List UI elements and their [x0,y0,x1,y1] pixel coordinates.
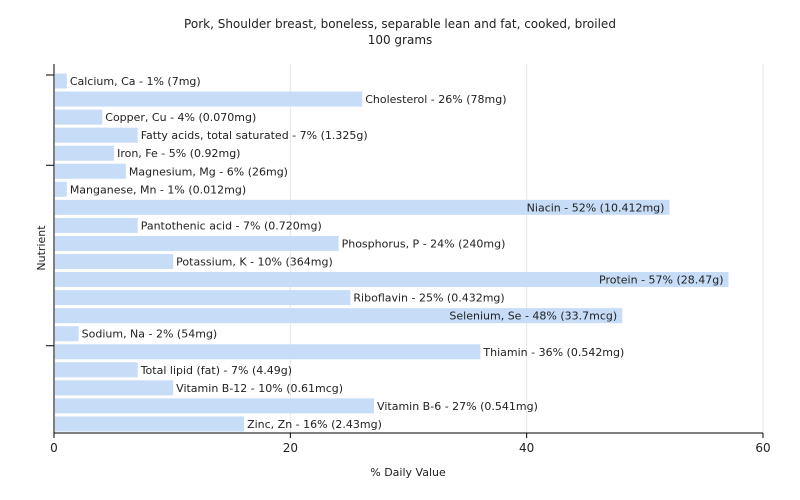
bar [55,163,126,179]
bar-label: Total lipid (fat) - 7% (4.49g) [140,364,292,377]
bar-layer: Calcium, Ca - 1% (7mg) Cholesterol - 26% … [55,73,729,432]
bar-label: Riboflavin - 25% (0.432mg) [353,292,504,305]
bar [55,326,79,342]
bar-label: Phosphorus, P - 24% (240mg) [342,237,506,250]
bar-label: Cholesterol - 26% (78mg) [365,93,506,106]
bar-label: Potassium, K - 10% (364mg) [176,256,333,269]
bar [55,235,339,251]
bar-label: Vitamin B-6 - 27% (0.541mg) [377,400,538,413]
bar [55,109,103,125]
bar-label: Zinc, Zn - 16% (2.43mg) [247,418,382,431]
x-axis-title: % Daily Value [370,466,446,479]
bar [55,272,729,288]
bar-label: Thiamin - 36% (0.542mg) [482,346,624,359]
x-tick-label: 40 [519,441,534,455]
bar [55,344,481,360]
x-tick-label: 20 [283,441,298,455]
bar [55,290,351,306]
chart-title: Pork, Shoulder breast, boneless, separab… [184,17,616,31]
bar-label: Iron, Fe - 5% (0.92mg) [117,147,240,160]
bar [55,127,138,143]
y-axis-title: Nutrient [35,225,48,271]
bar-label: Protein - 57% (28.47g) [599,274,724,287]
bar [55,199,670,215]
bar [55,308,623,324]
bar-label: Selenium, Se - 48% (33.7mcg) [449,310,617,323]
axis-layer: 0 20 40 60 [46,64,771,455]
bar [55,145,115,161]
x-tick-label: 0 [50,441,58,455]
bar-label: Magnesium, Mg - 6% (26mg) [129,165,288,178]
bar [55,398,375,414]
bar [55,181,67,197]
bar [55,362,138,378]
bar [55,217,138,233]
bar [55,73,67,89]
bar [55,416,245,432]
chart-subtitle: 100 grams [368,33,433,47]
bar-label: Vitamin B-12 - 10% (0.61mcg) [176,382,343,395]
bar-label: Pantothenic acid - 7% (0.720mg) [141,219,322,232]
bar-label: Fatty acids, total saturated - 7% (1.325… [141,129,368,142]
bar-label: Copper, Cu - 4% (0.070mg) [105,111,256,124]
bar-label: Niacin - 52% (10.412mg) [527,201,665,214]
bar-label: Sodium, Na - 2% (54mg) [82,328,218,341]
bar-label: Manganese, Mn - 1% (0.012mg) [70,183,246,196]
bar [55,380,174,396]
bar [55,91,363,107]
x-tick-label: 60 [755,441,770,455]
bar-label: Calcium, Ca - 1% (7mg) [70,75,201,88]
bar [55,254,174,269]
